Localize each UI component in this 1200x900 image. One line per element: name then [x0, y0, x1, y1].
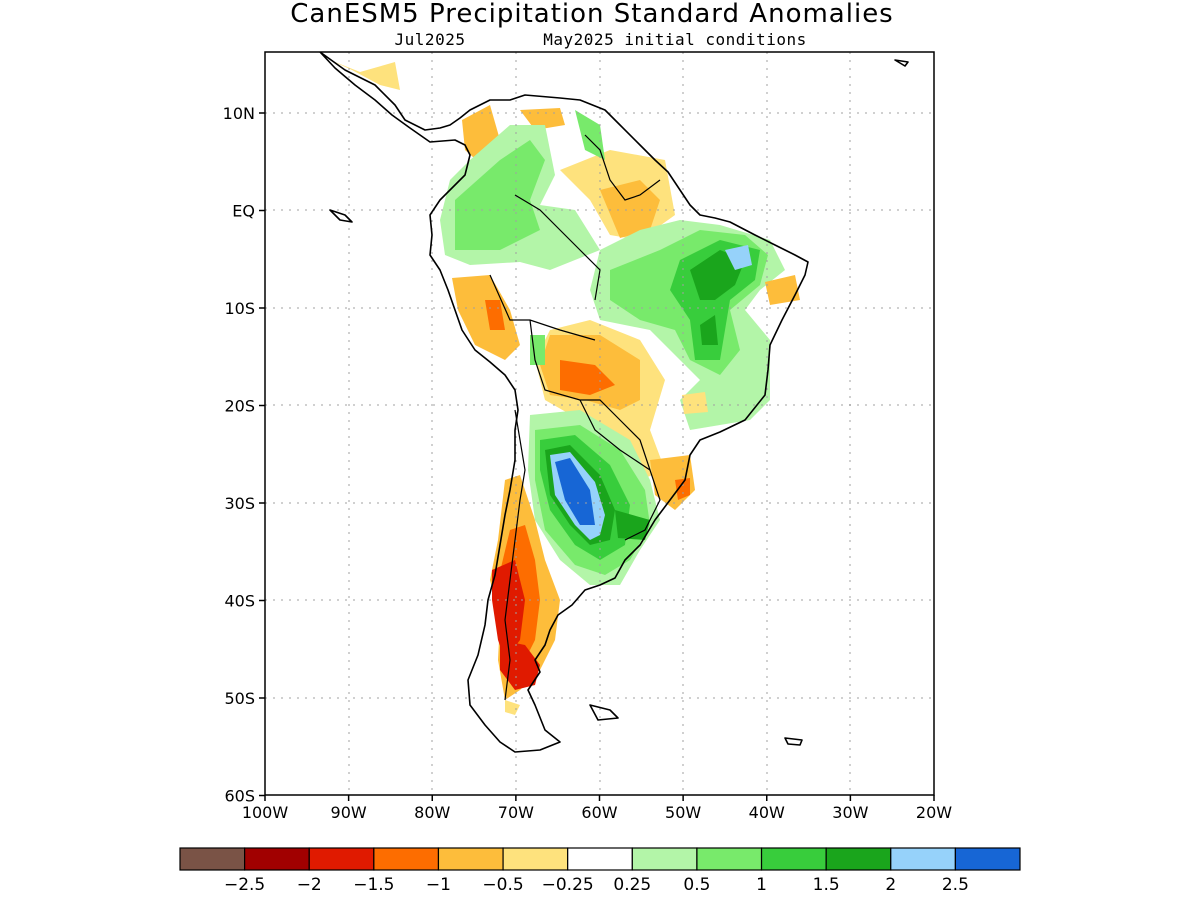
latitude-labels: 10N EQ 10S 20S 30S 40S 50S 60S: [223, 104, 255, 806]
colorbar-swatch: [760, 847, 827, 871]
colorbar-swatch: [179, 847, 246, 871]
colorbar-swatch: [825, 847, 892, 871]
colorbar-label: −0.5: [482, 875, 523, 895]
lon-label: 100W: [242, 803, 289, 822]
colorbar-label: −1.5: [353, 875, 394, 895]
colorbar-label: −2: [297, 875, 322, 895]
colorbar-labels: −2.5 −2 −1.5 −1 −0.5 −0.25 0.25 0.5 1 1.5 2 2.5: [224, 875, 969, 895]
colorbar-label: −2.5: [224, 875, 265, 895]
lat-label: 60S: [224, 787, 255, 806]
colorbar-swatch: [437, 847, 504, 871]
axis-ticks: [259, 112, 935, 801]
lat-label: 30S: [224, 494, 255, 513]
colorbar-swatch: [696, 847, 763, 871]
colorbar-label: −0.25: [542, 875, 594, 895]
colorbar-swatch: [308, 847, 375, 871]
map-title: CanESM5 Precipitation Standard Anomalies: [290, 0, 893, 29]
init-conditions: May2025 initial conditions: [543, 30, 806, 49]
country-borders: [489, 134, 661, 701]
colorbar-swatch: [567, 847, 633, 871]
lon-label: 20W: [916, 803, 952, 822]
colorbar-label: 1: [756, 875, 767, 895]
colorbar-label: 2: [885, 875, 896, 895]
colorbar-swatch: [502, 847, 569, 871]
lat-label: 10S: [224, 299, 255, 318]
colorbar-swatch: [890, 847, 956, 871]
colorbar-swatch: [631, 847, 698, 871]
colorbar: [179, 847, 1021, 871]
colorbar-label: 1.5: [813, 875, 840, 895]
lon-label: 60W: [581, 803, 617, 822]
colorbar-label: 0.25: [613, 875, 651, 895]
colorbar-swatch: [954, 847, 1021, 871]
map-plot-area: [265, 52, 934, 795]
lat-label: 40S: [224, 592, 255, 611]
colorbar-label: −1: [426, 875, 451, 895]
lon-label: 90W: [331, 803, 367, 822]
colorbar-swatch: [244, 847, 310, 871]
lat-label: EQ: [232, 202, 255, 221]
coastlines: [319, 52, 909, 753]
lon-label: 70W: [498, 803, 534, 822]
colorbar-label: 2.5: [942, 875, 969, 895]
colorbar-label: 0.5: [683, 875, 710, 895]
lat-label: 50S: [224, 689, 255, 708]
lat-label: 20S: [224, 397, 255, 416]
lon-label: 50W: [665, 803, 701, 822]
lon-label: 30W: [832, 803, 868, 822]
lon-label: 40W: [749, 803, 785, 822]
valid-month: Jul2025: [395, 30, 466, 49]
anomaly-shading: [330, 60, 800, 715]
longitude-labels: 100W 90W 80W 70W 60W 50W 40W 30W 20W: [242, 803, 952, 822]
lat-label: 10N: [223, 104, 255, 123]
colorbar-swatch: [373, 847, 440, 871]
lon-label: 80W: [414, 803, 450, 822]
